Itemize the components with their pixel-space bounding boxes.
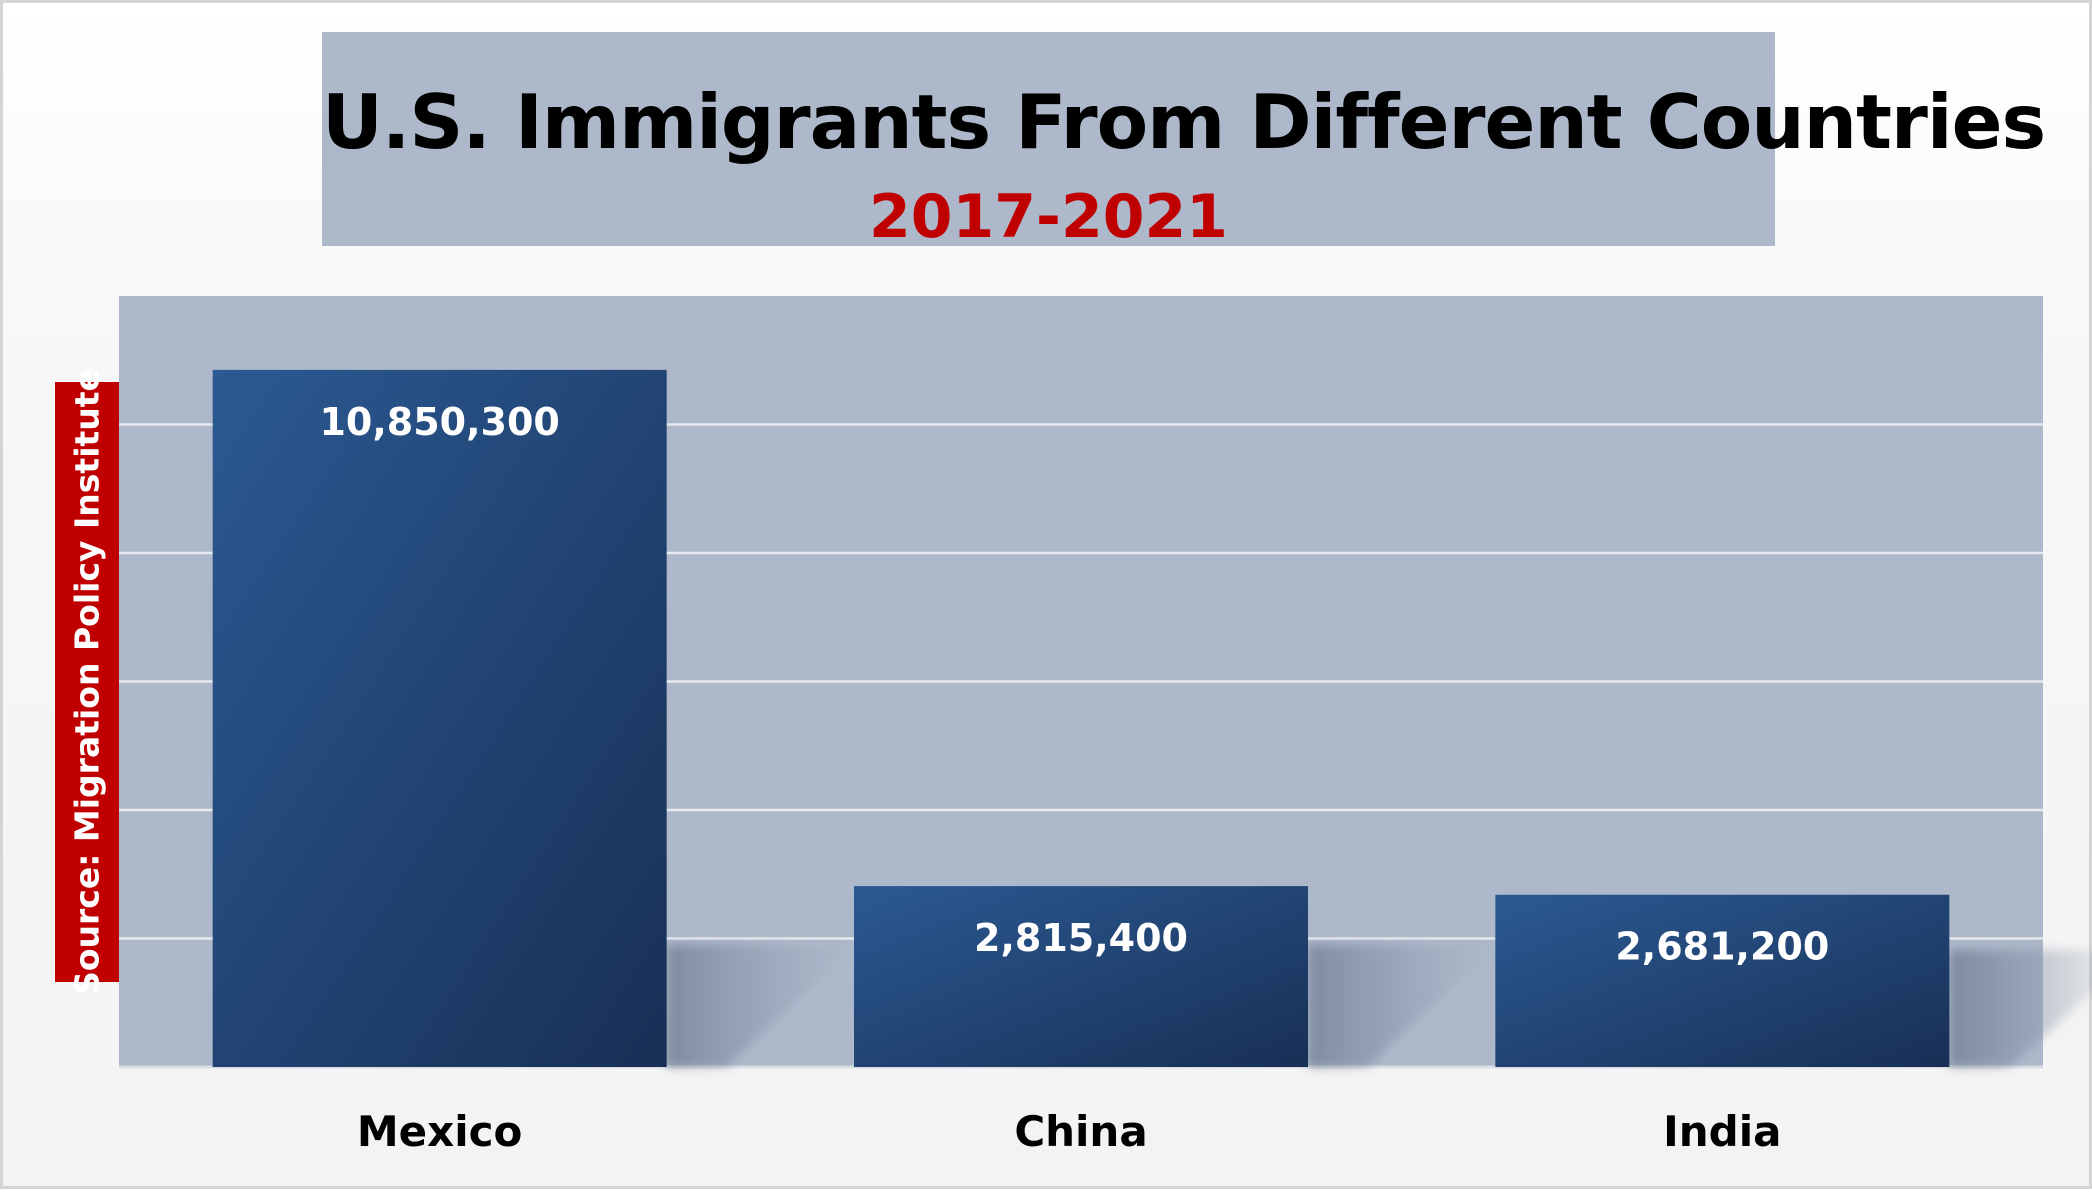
bar-india [1495, 894, 1950, 1067]
x-tick-label: Mexico [357, 1107, 523, 1156]
data-label: 2,815,400 [974, 916, 1188, 960]
x-tick-label: India [1663, 1107, 1781, 1156]
data-labels: 10,850,300 2,815,400 2,681,200 [319, 400, 1829, 969]
x-tick-label: China [1014, 1107, 1147, 1156]
source-label: Source: Migration Policy Institute [67, 369, 107, 995]
data-label: 2,681,200 [1615, 925, 1829, 969]
title-box: U.S. Immigrants From Different Countries… [322, 32, 2046, 252]
bar-shadow [1308, 944, 1498, 1067]
bars [212, 369, 1950, 1067]
x-axis-tick-labels: Mexico China India [357, 1107, 1782, 1156]
bar-mexico [212, 369, 667, 1067]
bar-shadows [666, 944, 2092, 1067]
source-badge: Source: Migration Policy Institute [55, 369, 119, 995]
data-label: 10,850,300 [319, 400, 559, 444]
bar-chart: 10,850,300 2,815,400 2,681,200 Mexico China… [119, 369, 2092, 1156]
bar-shadow [666, 944, 857, 1067]
chart-subtitle: 2017-2021 [869, 182, 1228, 252]
bar-china [854, 886, 1308, 1067]
chart-title: U.S. Immigrants From Different Countries [322, 78, 2046, 166]
bar-shadow [1949, 949, 2092, 1067]
